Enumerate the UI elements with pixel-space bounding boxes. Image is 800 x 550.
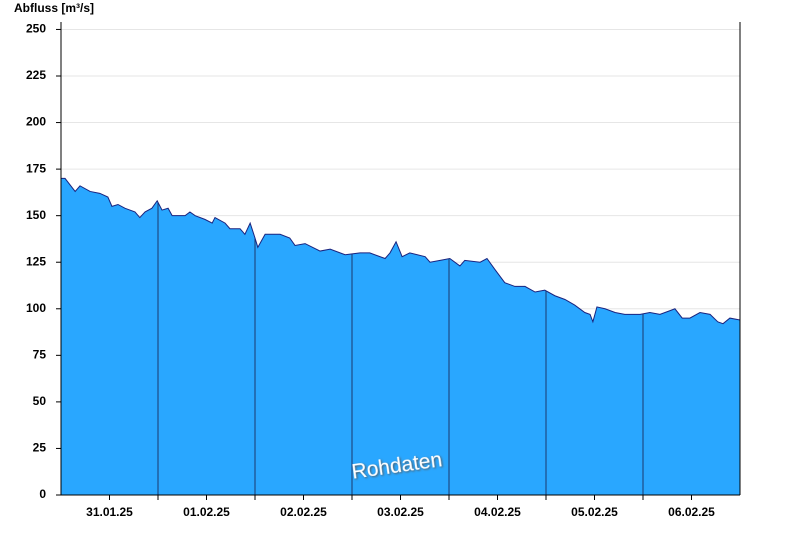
area [61,178,740,495]
y-tick-label: 150 [26,208,46,222]
x-tick-label: 02.02.25 [280,505,327,519]
x-tick-label: 05.02.25 [571,505,618,519]
y-tick-label: 0 [39,487,46,501]
y-tick-label: 125 [26,254,46,268]
y-tick-label: 50 [33,394,47,408]
y-tick-label: 225 [26,68,46,82]
x-tick-label: 04.02.25 [474,505,521,519]
y-tick-label: 75 [33,348,47,362]
y-tick-label: 175 [26,161,46,175]
y-axis-title: Abfluss [m³/s] [14,1,94,15]
area-line [61,177,741,325]
y-tick-label: 250 [26,22,46,36]
y-tick-label: 25 [33,441,47,455]
x-tick-label: 01.02.25 [183,505,230,519]
y-tick-label: 100 [26,301,46,315]
x-tick-label: 06.02.25 [668,505,715,519]
x-tick-label: 31.01.25 [86,505,133,519]
y-tick-label: 200 [26,115,46,129]
x-tick-label: 03.02.25 [377,505,424,519]
